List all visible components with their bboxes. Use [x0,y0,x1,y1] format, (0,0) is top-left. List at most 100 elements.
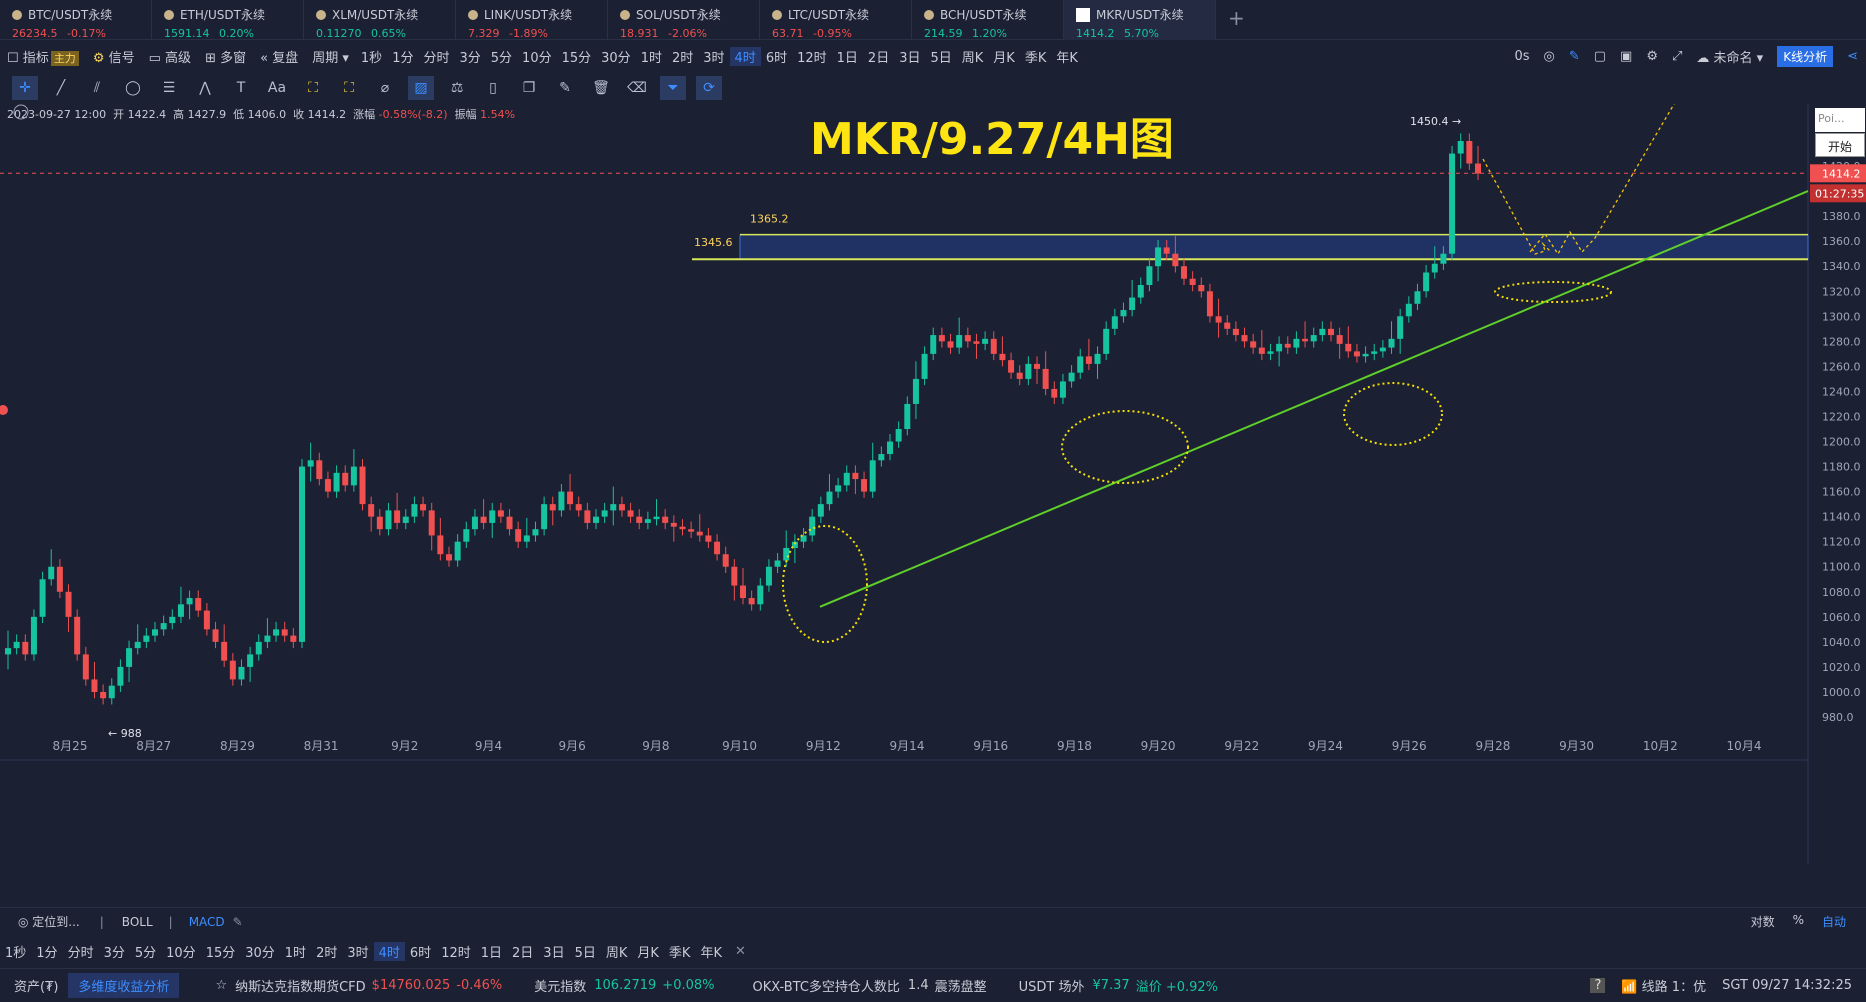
period-18[interactable]: 周K [961,50,984,66]
bottom-period-6[interactable]: 15分 [205,945,236,961]
trash-icon[interactable]: 🗑 [592,80,610,96]
bottom-period-4[interactable]: 5分 [134,945,157,961]
period-13[interactable]: 12时 [797,50,827,66]
trend-line-icon[interactable]: ╱ [56,80,66,96]
edit-indicator-icon[interactable]: ✎ [232,914,243,929]
period-12[interactable]: 6时 [765,50,788,66]
ruler-icon[interactable]: ⌀ [380,80,390,96]
tab-mkr[interactable]: MKR/USDT永续 1414.2 5.70% [1064,0,1216,40]
replay-button[interactable]: « 复盘 [260,50,299,66]
magnet-icon[interactable]: ⛶ [308,80,318,96]
add-tab-icon[interactable]: + [1228,6,1245,30]
bottom-period-5[interactable]: 10分 [166,945,196,961]
period-19[interactable]: 月K [993,50,1015,66]
auto-toggle[interactable]: 自动 [1821,915,1846,929]
pattern-icon[interactable]: ⋀ [199,80,211,96]
text-tool-icon[interactable]: T [236,80,246,96]
tab-eth[interactable]: ETH/USDT永续 1591.14 0.20% [152,0,304,40]
share-icon[interactable]: ⋖ [1847,49,1858,64]
bottom-period-12[interactable]: 6时 [409,945,432,961]
line-status[interactable]: 📶 线路 1：优 [1621,980,1707,995]
settings-icon[interactable]: ⚙ [1646,49,1658,64]
bottom-period-0[interactable]: 1秒 [5,945,27,961]
kline-analysis-button[interactable]: K线分析 [1777,46,1834,67]
measure-icon[interactable]: ⚖ [450,80,464,96]
bottom-period-8[interactable]: 1时 [284,945,307,961]
start-button[interactable]: 开始 [1815,133,1865,157]
period-11[interactable]: 4时 [729,46,761,66]
period-20[interactable]: 季K [1024,50,1047,66]
period-21[interactable]: 年K [1056,50,1078,66]
period-7[interactable]: 30分 [601,50,631,66]
period-6[interactable]: 15分 [561,50,592,66]
period-14[interactable]: 1日 [836,50,858,66]
period-10[interactable]: 3时 [703,50,725,66]
strong-magnet-icon[interactable]: ⛶ [344,80,354,96]
period-3[interactable]: 3分 [459,50,481,66]
assets-label[interactable]: 资产(₮) [14,980,59,995]
bottom-period-20[interactable]: 季K [668,945,691,961]
bottom-period-15[interactable]: 2日 [512,945,534,961]
clipboard-icon[interactable]: ▯ [489,80,497,96]
boll-tab[interactable]: BOLL [121,914,153,929]
price-chart[interactable]: 980.0 1000.0 1020.0 1040.0 1060.0 1080.0 1100.… [0,93,1866,906]
bottom-period-11[interactable]: 4时 [373,941,405,961]
log-toggle[interactable]: 对数 [1750,915,1775,929]
copy-icon[interactable]: ❐ [522,80,536,96]
bottom-period-7[interactable]: 30分 [245,945,275,961]
bottom-period-1[interactable]: 1分 [36,945,58,961]
poi-input[interactable]: Poi... [1815,108,1865,132]
bottom-period-10[interactable]: 3时 [347,945,369,961]
bottom-period-3[interactable]: 3分 [103,945,125,961]
parallel-line-icon[interactable]: ⫽ [93,80,101,96]
comment-icon[interactable]: ▢ [1593,49,1607,64]
period-16[interactable]: 3日 [899,50,921,66]
period-2[interactable]: 分时 [423,50,450,66]
font-icon[interactable]: Aa [267,80,287,96]
cloud-save-button[interactable]: ☁ 未命名 ▾ [1696,51,1764,66]
period-17[interactable]: 5日 [930,50,952,66]
pen-icon[interactable]: ✎ [1568,49,1580,64]
period-15[interactable]: 2日 [867,50,890,66]
bottom-period-16[interactable]: 3日 [543,945,565,961]
fullscreen-icon[interactable]: ⤢ [1671,49,1683,64]
indicator-button[interactable]: ☐ 指标 主力 [0,47,86,66]
lock-draw-icon[interactable]: ▨ [408,76,434,100]
percent-toggle[interactable]: % [1792,913,1804,927]
bottom-period-13[interactable]: 12时 [441,945,471,961]
filter-icon[interactable]: ⏷ [660,76,686,100]
crosshair-icon[interactable]: ✛ [12,76,38,100]
tab-xlm[interactable]: XLM/USDT永续 0.11270 0.65% [304,0,456,40]
close-icon[interactable]: ✕ [734,943,746,959]
bottom-period-17[interactable]: 5日 [574,945,596,961]
sync-draw-icon[interactable]: ⟳ [696,76,722,100]
locate-button[interactable]: ◎ 定位到... [18,915,80,929]
multi-window-button[interactable]: ⊞ 多窗 [205,50,247,66]
signal-button[interactable]: ⚙ 信号 [92,50,135,66]
tab-sol[interactable]: SOL/USDT永续 18.931 -2.06% [608,0,760,40]
bottom-period-19[interactable]: 月K [637,945,659,961]
multi-analysis-button[interactable]: 多维度收益分析 [68,973,180,998]
period-8[interactable]: 1时 [640,50,662,66]
edit-icon[interactable]: ✎ [559,80,571,96]
star-icon[interactable]: ☆ [215,978,228,993]
period-5[interactable]: 10分 [522,50,552,66]
bottom-period-14[interactable]: 1日 [480,945,503,961]
period-0[interactable]: 1秒 [360,50,383,66]
bottom-period-21[interactable]: 年K [700,945,722,961]
eraser-icon[interactable]: ⌫ [627,80,647,96]
camera-icon[interactable]: ◎ [1543,49,1555,64]
period-1[interactable]: 1分 [392,50,414,66]
macd-tab[interactable]: MACD [188,914,225,929]
circle-icon[interactable]: ◯ [125,80,141,96]
bottom-period-9[interactable]: 2时 [316,945,338,961]
period-dropdown[interactable]: 周期 ▾ [312,50,349,66]
tab-ltc[interactable]: LTC/USDT永续 63.71 -0.95% [760,0,912,40]
bottom-period-18[interactable]: 周K [605,945,628,961]
chart-svg[interactable]: 980.0 1000.0 1020.0 1040.0 1060.0 1080.0 1100.… [0,93,1866,906]
help-icon[interactable]: ? [1590,978,1606,993]
period-4[interactable]: 5分 [490,50,513,66]
period-9[interactable]: 2时 [671,50,694,66]
bottom-period-2[interactable]: 分时 [67,945,94,961]
tab-link[interactable]: LINK/USDT永续 7.329 -1.89% [456,0,608,40]
